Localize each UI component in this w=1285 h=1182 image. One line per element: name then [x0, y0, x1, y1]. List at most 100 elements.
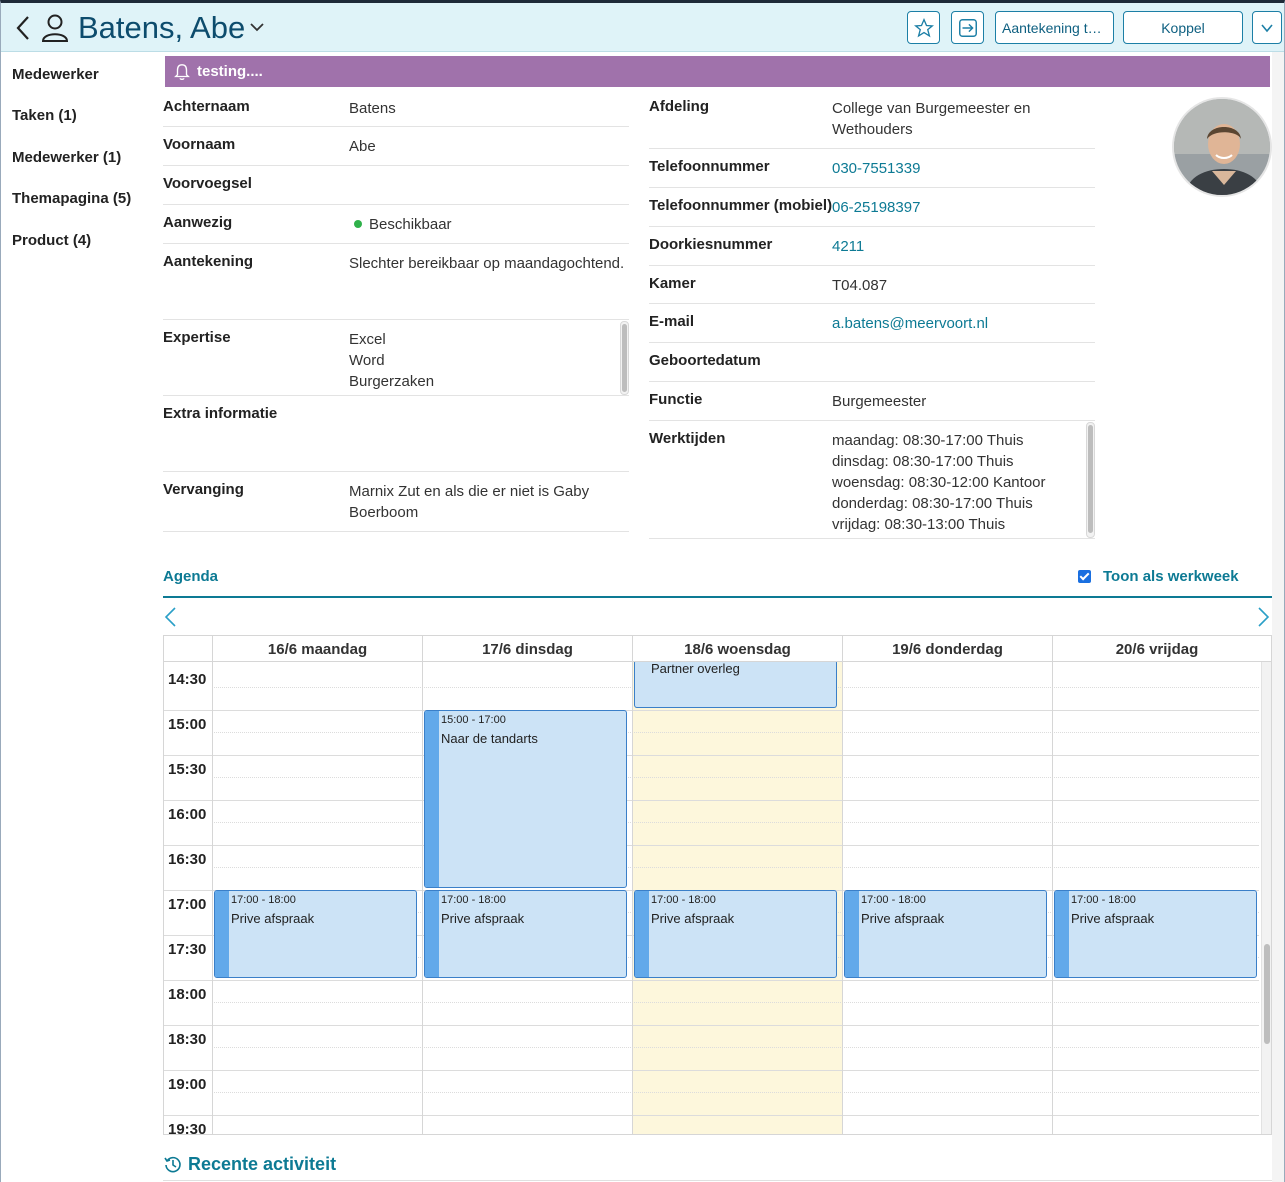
- werkweek-toggle[interactable]: Toon als werkweek: [1078, 568, 1239, 585]
- field-functie: Functie Burgemeester: [649, 383, 1095, 421]
- field-expertise: Expertise Excel Word Burgerzaken: [163, 321, 629, 396]
- field-telefoonnummer-mobiel: Telefoonnummer (mobiel) 06-25198397: [649, 189, 1095, 227]
- avatar: [1172, 97, 1272, 197]
- calendar-scrollbar[interactable]: [1261, 636, 1271, 1134]
- field-value: Beschikbaar: [354, 214, 634, 235]
- open-link-button[interactable]: [951, 11, 984, 44]
- calendar-event[interactable]: 15:00 - 17:00 Naar de tandarts: [424, 710, 627, 888]
- email-link[interactable]: a.batens@meervoort.nl: [832, 315, 989, 332]
- add-note-button[interactable]: Aantekening toevoegen: [995, 11, 1114, 44]
- field-aanwezig: Aanwezig Beschikbaar: [163, 206, 629, 244]
- mobile-phone-link[interactable]: 06-25198397: [832, 199, 921, 216]
- field-label: Expertise: [163, 329, 231, 346]
- werkweek-label: Toon als werkweek: [1103, 568, 1239, 585]
- field-value: Marnix Zut en als die er niet is Gaby Bo…: [349, 483, 590, 521]
- sidebar-item-medewerker[interactable]: Medewerker: [12, 66, 99, 83]
- page-scrollbar[interactable]: [1272, 52, 1284, 1182]
- half-gridline: [212, 867, 1259, 868]
- time-label: 17:00: [168, 896, 207, 913]
- expertise-item: Word: [349, 352, 385, 369]
- field-value: Slechter bereikbaar op maandagochtend.: [349, 255, 625, 272]
- koppel-button-label: Koppel: [1161, 19, 1205, 36]
- calendar-event[interactable]: 17:00 - 18:00 Prive afspraak: [424, 890, 627, 978]
- expertise-scrollbar[interactable]: [620, 321, 629, 395]
- calendar-event[interactable]: 17:00 - 18:00 Prive afspraak: [1054, 890, 1257, 978]
- field-value-list: maandag: 08:30-17:00 Thuis dinsdag: 08:3…: [832, 430, 1092, 535]
- event-color-bar: [425, 711, 439, 887]
- event-title: Prive afspraak: [861, 911, 945, 926]
- time-label: 15:00: [168, 716, 207, 733]
- time-label: 18:30: [168, 1031, 207, 1048]
- extension-link[interactable]: 4211: [832, 238, 865, 255]
- field-label: Geboortedatum: [649, 352, 761, 369]
- field-label: Telefoonnummer: [649, 158, 770, 175]
- sidebar-item-taken[interactable]: Taken (1): [12, 107, 77, 124]
- field-label: Extra informatie: [163, 405, 278, 422]
- sidebar-item-themapagina[interactable]: Themapagina (5): [12, 190, 132, 207]
- event-time: 15:00 - 17:00: [441, 714, 506, 726]
- week-calendar: 16/6 maandag 17/6 dinsdag 18/6 woensdag …: [163, 635, 1272, 1135]
- event-color-bar: [215, 891, 229, 977]
- werkweek-checkbox[interactable]: [1078, 570, 1091, 583]
- time-label: 16:00: [168, 806, 207, 823]
- agenda-title: Agenda: [163, 568, 219, 585]
- werktijden-scrollbar[interactable]: [1086, 422, 1095, 538]
- banner-text: testing....: [197, 63, 263, 80]
- day-header: 18/6 woensdag: [632, 636, 842, 662]
- time-label: 18:00: [168, 986, 207, 1003]
- favorite-button[interactable]: [907, 11, 940, 44]
- chevron-left-icon[interactable]: [163, 606, 179, 628]
- event-title: Partner overleg: [651, 662, 740, 676]
- time-gridline: [164, 845, 1259, 846]
- calendar-event[interactable]: 17:00 - 18:00 Prive afspraak: [634, 890, 837, 978]
- day-gridline: [842, 662, 843, 1134]
- event-color-bar: [425, 891, 439, 977]
- werktijd-item: vrijdag: 08:30-13:00 Thuis: [832, 516, 1006, 533]
- event-color-bar: [635, 891, 649, 977]
- field-label: Afdeling: [649, 98, 709, 115]
- time-gridline: [164, 755, 1259, 756]
- day-gridline: [212, 662, 213, 1134]
- field-label: Doorkiesnummer: [649, 236, 773, 253]
- more-actions-button[interactable]: [1252, 11, 1282, 44]
- sidebar: Medewerker Taken (1) Medewerker (1) Them…: [1, 52, 152, 1182]
- history-icon: [164, 1156, 181, 1172]
- time-gridline: [164, 710, 1259, 711]
- koppel-button[interactable]: Koppel: [1123, 11, 1243, 44]
- field-telefoonnummer: Telefoonnummer 030-7551339: [649, 150, 1095, 188]
- field-label: E-mail: [649, 313, 695, 330]
- werktijd-item: dinsdag: 08:30-17:00 Thuis: [832, 453, 1014, 470]
- event-time: 17:00 - 18:00: [1071, 894, 1136, 906]
- chevron-right-icon[interactable]: [1255, 606, 1271, 628]
- calendar-event[interactable]: 17:00 - 18:00 Prive afspraak: [214, 890, 417, 978]
- event-title: Prive afspraak: [1071, 911, 1155, 926]
- event-color-bar: [845, 891, 859, 977]
- field-value: T04.087: [832, 277, 888, 294]
- field-email: E-mail a.batens@meervoort.nl: [649, 305, 1095, 343]
- calendar-event[interactable]: Partner overleg: [634, 662, 837, 708]
- chevron-down-icon[interactable]: [247, 17, 267, 37]
- time-gridline: [164, 1025, 1259, 1026]
- sidebar-item-product[interactable]: Product (4): [12, 232, 92, 249]
- phone-link[interactable]: 030-7551339: [832, 160, 921, 177]
- event-color-bar: [1055, 891, 1069, 977]
- sidebar-item-medewerker-relations[interactable]: Medewerker (1): [12, 149, 122, 166]
- field-label: Functie: [649, 391, 703, 408]
- field-label: Achternaam: [163, 98, 250, 115]
- day-gridline: [1052, 662, 1053, 1134]
- calendar-event[interactable]: 17:00 - 18:00 Prive afspraak: [844, 890, 1047, 978]
- event-time: 17:00 - 18:00: [441, 894, 506, 906]
- field-label: Kamer: [649, 275, 696, 292]
- time-label: 19:00: [168, 1076, 207, 1093]
- recent-activity-divider: [163, 1180, 1272, 1181]
- notification-banner: testing....: [165, 56, 1270, 87]
- recent-activity-header[interactable]: Recente activiteit: [163, 1154, 336, 1175]
- field-extra-informatie: Extra informatie: [163, 397, 629, 472]
- back-arrow-icon[interactable]: [12, 13, 36, 43]
- sign-in-icon: [958, 18, 977, 37]
- field-achternaam: Achternaam Batens: [163, 90, 629, 127]
- day-header: 16/6 maandag: [212, 636, 422, 662]
- field-label: Aantekening: [163, 253, 254, 270]
- half-gridline: [212, 1047, 1259, 1048]
- field-label: Vervanging: [163, 481, 244, 498]
